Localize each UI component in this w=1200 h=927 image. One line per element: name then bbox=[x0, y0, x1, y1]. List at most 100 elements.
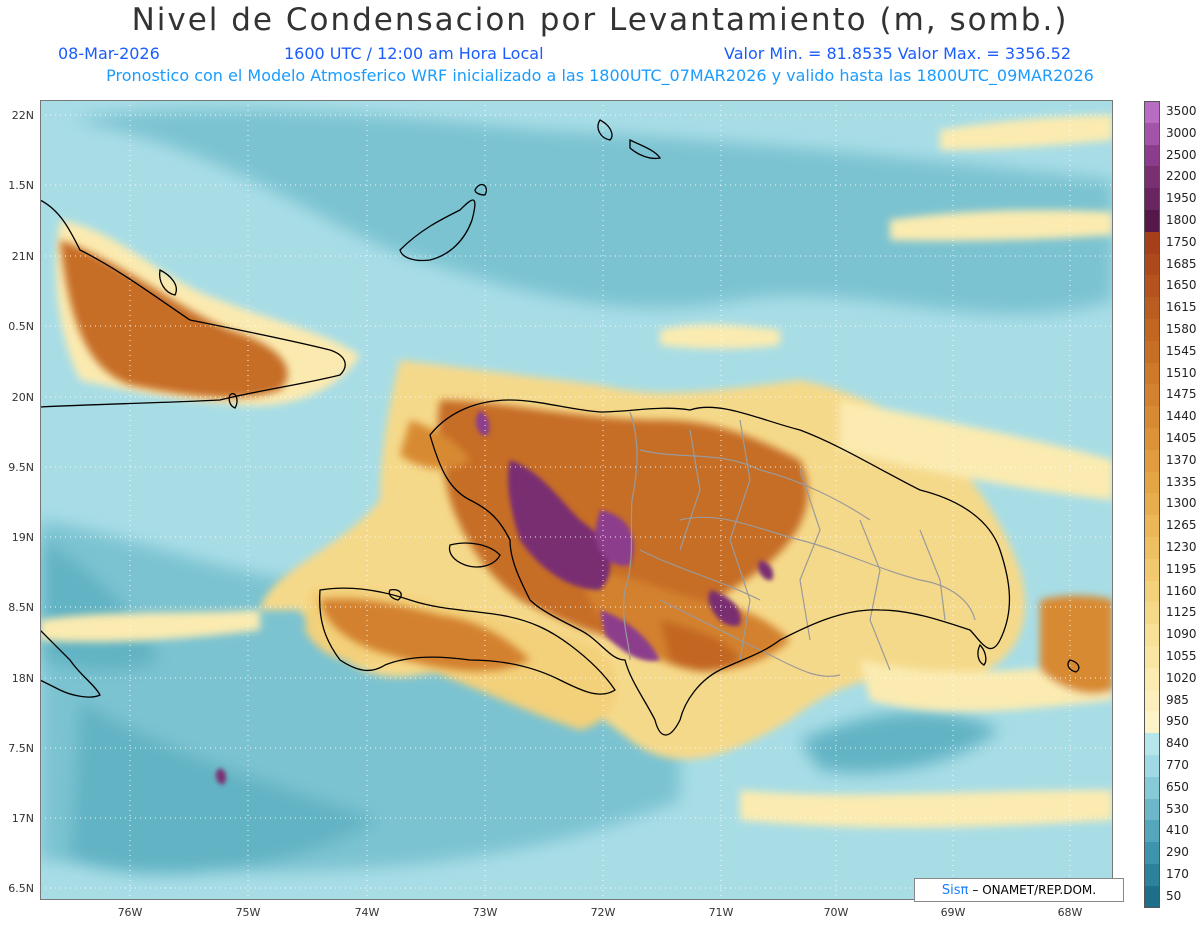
lat-label: 19N bbox=[11, 531, 34, 544]
legend-swatch bbox=[1144, 340, 1160, 364]
lon-label: 72W bbox=[590, 906, 616, 919]
legend-label: 1265 bbox=[1166, 518, 1197, 533]
min-max-values: Valor Min. = 81.8535 Valor Max. = 3356.5… bbox=[724, 44, 1072, 63]
legend-label: 840 bbox=[1166, 736, 1189, 751]
legend-swatch bbox=[1144, 776, 1160, 800]
lon-label: 73W bbox=[472, 906, 498, 919]
legend-swatch bbox=[1144, 231, 1160, 255]
legend-label: 1090 bbox=[1166, 627, 1197, 642]
legend-swatch bbox=[1144, 667, 1160, 691]
legend-label: 1685 bbox=[1166, 256, 1197, 271]
legend-label: 770 bbox=[1166, 758, 1189, 772]
lon-label: 70W bbox=[823, 906, 849, 919]
legend-swatch bbox=[1144, 428, 1160, 451]
legend-label: 1545 bbox=[1166, 343, 1197, 358]
legend-label: 3000 bbox=[1166, 125, 1197, 140]
legend-label: 1055 bbox=[1166, 649, 1197, 663]
legend-swatch bbox=[1144, 820, 1160, 843]
legend-swatch bbox=[1144, 101, 1160, 124]
legend-label: 650 bbox=[1166, 779, 1189, 794]
legend-swatch bbox=[1144, 580, 1160, 603]
lon-label: 74W bbox=[354, 906, 380, 919]
lon-label: 76W bbox=[117, 906, 143, 919]
legend-swatch bbox=[1144, 319, 1160, 342]
legend-swatch bbox=[1144, 711, 1160, 734]
legend-label: 1230 bbox=[1166, 540, 1197, 554]
forecast-time: 1600 UTC / 12:00 am Hora Local bbox=[284, 44, 544, 63]
legend-swatch bbox=[1144, 384, 1160, 407]
legend-label: 1160 bbox=[1166, 583, 1197, 598]
legend-label: 1020 bbox=[1166, 670, 1197, 685]
lon-label: 69W bbox=[940, 906, 966, 919]
legend-swatch bbox=[1144, 885, 1160, 909]
lat-label: 0.5N bbox=[8, 320, 34, 333]
legend-swatch bbox=[1144, 733, 1160, 756]
legend-swatch bbox=[1144, 449, 1160, 473]
legend-swatch bbox=[1144, 406, 1160, 429]
legend-swatch bbox=[1144, 493, 1160, 516]
legend-label: 1650 bbox=[1166, 278, 1197, 293]
legend-frame bbox=[1144, 101, 1160, 908]
legend-swatch bbox=[1144, 798, 1160, 821]
credit-box: Sisπ – ONAMET/REP.DOM. bbox=[914, 878, 1124, 902]
legend-swatch bbox=[1144, 275, 1160, 298]
legend-label: 1510 bbox=[1166, 365, 1197, 380]
legend-label: 1580 bbox=[1166, 322, 1197, 336]
legend-label: 2500 bbox=[1166, 147, 1197, 162]
lat-label: 8.5N bbox=[8, 601, 34, 614]
legend-label: 985 bbox=[1166, 692, 1189, 707]
legend-label: 1950 bbox=[1166, 191, 1197, 206]
lat-label: 6.5N bbox=[8, 882, 34, 895]
lcl-map bbox=[40, 100, 1113, 900]
legend-swatch bbox=[1144, 362, 1160, 385]
map-frame bbox=[40, 100, 1113, 900]
legend-label: 50 bbox=[1166, 888, 1182, 903]
lon-label: 68W bbox=[1057, 906, 1083, 919]
legend-label: 1125 bbox=[1166, 605, 1197, 620]
legend-label: 170 bbox=[1166, 867, 1189, 881]
legend-label: 1335 bbox=[1166, 474, 1197, 489]
lat-label: 18N bbox=[11, 672, 34, 685]
legend-swatch bbox=[1144, 144, 1160, 167]
model-info: Pronostico con el Modelo Atmosferico WRF… bbox=[106, 66, 1094, 85]
legend-label: 3500 bbox=[1166, 104, 1197, 118]
sispi-logo: Sisπ bbox=[941, 882, 969, 898]
map-field bbox=[40, 100, 1113, 900]
legend-label: 530 bbox=[1166, 801, 1189, 816]
coastlines bbox=[40, 119, 1080, 736]
legend-swatch bbox=[1144, 689, 1160, 712]
legend-label: 290 bbox=[1166, 845, 1189, 860]
legend-swatch bbox=[1144, 471, 1160, 494]
legend-swatch bbox=[1144, 842, 1160, 865]
lat-label: 21N bbox=[11, 250, 34, 263]
legend-label: 1475 bbox=[1166, 387, 1197, 402]
legend-label: 1195 bbox=[1166, 561, 1197, 576]
lat-label: 17N bbox=[11, 812, 34, 825]
legend-swatch bbox=[1144, 210, 1160, 233]
legend-swatch bbox=[1144, 166, 1160, 189]
legend-swatch bbox=[1144, 253, 1160, 276]
legend-label: 1615 bbox=[1166, 300, 1197, 315]
legend-swatch bbox=[1144, 864, 1160, 887]
lat-label: 20N bbox=[11, 391, 34, 404]
legend-swatch bbox=[1144, 122, 1160, 146]
legend-label: 1300 bbox=[1166, 496, 1197, 511]
legend-swatch bbox=[1144, 602, 1160, 625]
legend-label: 1405 bbox=[1166, 431, 1197, 445]
legend-swatch bbox=[1144, 646, 1160, 669]
legend-swatch bbox=[1144, 558, 1160, 582]
legend-label: 2200 bbox=[1166, 169, 1197, 184]
lat-label: 9.5N bbox=[8, 461, 34, 474]
legend-swatch bbox=[1144, 515, 1160, 538]
forecast-date: 08-Mar-2026 bbox=[58, 44, 160, 63]
lat-label: 1.5N bbox=[8, 179, 34, 192]
lon-label: 75W bbox=[235, 906, 261, 919]
legend-label: 1800 bbox=[1166, 213, 1197, 227]
credit-text: – ONAMET/REP.DOM. bbox=[972, 883, 1097, 897]
legend-label: 950 bbox=[1166, 714, 1189, 729]
province-borders bbox=[623, 411, 976, 677]
map-title: Nivel de Condensacion por Levantamiento … bbox=[131, 2, 1069, 38]
legend-label: 1370 bbox=[1166, 452, 1197, 467]
legend-swatch bbox=[1144, 624, 1160, 647]
legend-swatch bbox=[1144, 297, 1160, 320]
